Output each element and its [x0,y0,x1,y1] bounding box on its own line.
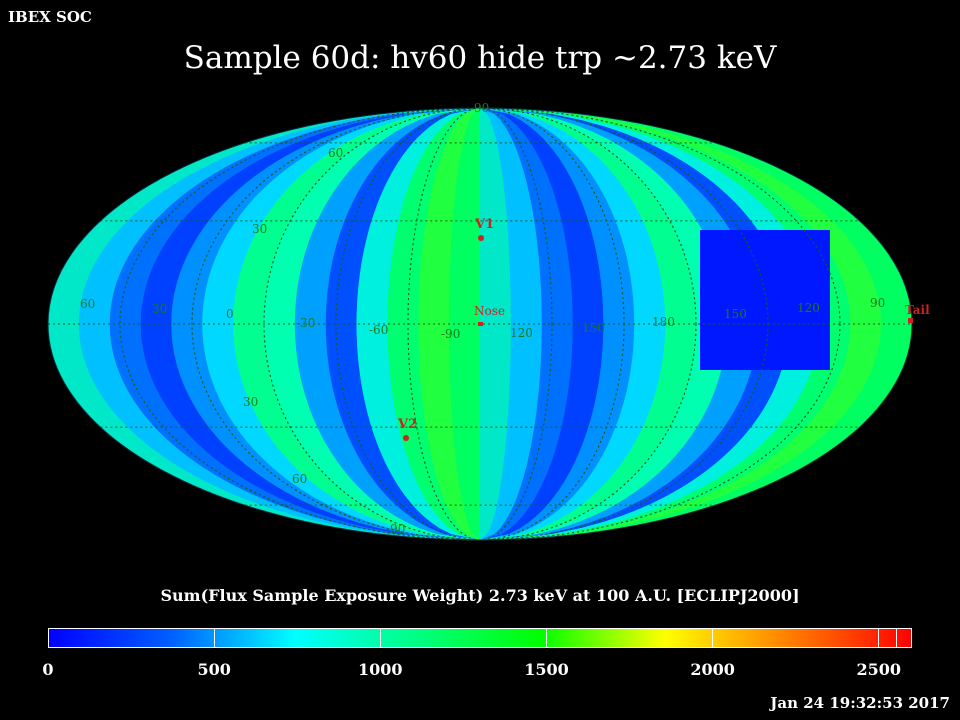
map-stripe [480,108,511,540]
grid-label: 90 [870,296,885,310]
colorbar-title: Sum(Flux Sample Exposure Weight) 2.73 ke… [160,586,800,605]
grid-label: 150 [724,307,747,321]
marker-nose: Nose [474,304,505,326]
colorbar [48,628,912,648]
colorbar-tick-label: 2500 [856,660,902,679]
sky-map: 90 60 30 30 60 -90 60 30 0 -30 -60 -90 120 150 180 150 1… [47,101,930,541]
longitude-line [263,107,697,541]
marker-v1-dot [478,235,484,241]
colorbar-tick-label: 1500 [524,660,569,679]
map-low-flux-region [700,230,830,370]
grid-label: -90 [441,327,460,341]
grid-label: 60 [328,146,343,160]
map-stripe [418,108,480,540]
colorbar-tick [545,628,547,648]
map-stripe [480,108,542,540]
timestamp: Jan 24 19:32:53 2017 [770,694,950,712]
grid-label: 30 [243,395,258,409]
map-stripe [264,108,480,540]
map-stripe [480,108,696,540]
grid-label: 180 [652,315,675,329]
colorbar-tick [895,628,897,648]
map-stripe [480,108,666,540]
grid-label: -60 [369,323,388,337]
marker-nose-label: Nose [474,304,505,318]
marker-tail-dot [908,318,913,323]
marker-v1-label: V1 [474,217,494,232]
map-stripe [480,108,573,540]
grid-label: 30 [252,222,267,236]
marker-v1: V1 [474,217,494,241]
map-stripe [480,108,635,540]
map-stripe [294,108,480,540]
plot-title: Sample 60d: hv60 hide trp ~2.73 keV [183,40,777,76]
grid-label: 30 [152,302,167,316]
grid-label: 120 [510,326,533,340]
marker-v2-label: V2 [397,417,417,432]
longitude-line [119,107,841,541]
org-label: IBEX SOC [8,8,92,26]
colorbar-tick [878,628,880,648]
grid-label: 90 [474,101,489,115]
colorbar-tick [379,628,381,648]
map-stripe [325,108,480,540]
marker-nose-dot [478,322,483,326]
grid-label: -30 [296,316,315,330]
colorbar-tick-label: 2000 [690,660,735,679]
colorbar-tick-label: 500 [197,660,231,679]
marker-tail-label: Tail [905,303,930,317]
map-stripe [356,108,480,540]
grid-label: 60 [292,472,307,486]
grid-label: 0 [226,307,234,321]
grid-label: 60 [80,297,95,311]
marker-tail: Tail [905,303,930,323]
map-outline [47,107,913,541]
colorbar-tick-label: 0 [42,660,54,679]
map-stripe [480,108,604,540]
grid-label: 120 [797,301,820,315]
grid-label: 150 [582,321,605,335]
longitude-line [191,107,769,541]
colorbar-tick [213,628,215,648]
colorbar-tick-label: 1000 [358,660,403,679]
map-stripe [387,108,480,540]
marker-v2-dot [403,435,409,441]
colorbar-tick [712,628,714,648]
marker-v2: V2 [397,417,417,441]
grid-label: -90 [386,522,405,536]
